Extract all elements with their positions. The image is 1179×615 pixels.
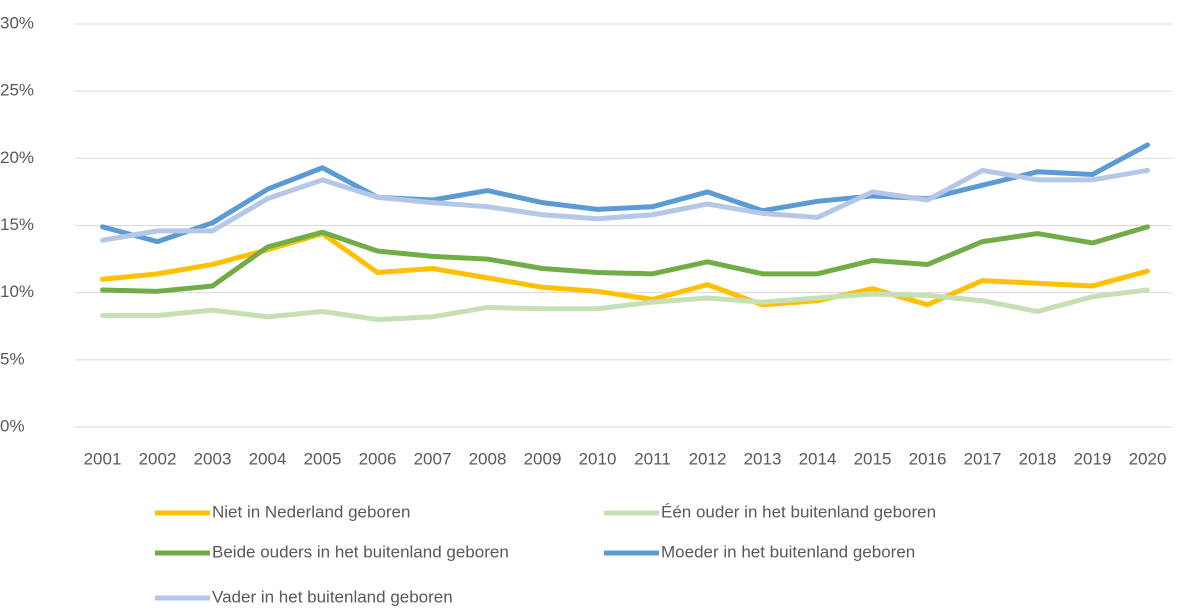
x-tick-label: 2006 [359, 449, 397, 468]
x-tick-label: 2014 [799, 449, 837, 468]
x-tick-label: 2001 [84, 449, 122, 468]
y-tick-label: 30% [0, 13, 34, 32]
legend-label: Moeder in het buitenland geboren [661, 542, 915, 561]
x-tick-label: 2016 [909, 449, 947, 468]
x-tick-label: 2017 [964, 449, 1002, 468]
x-tick-label: 2010 [579, 449, 617, 468]
x-tick-label: 2004 [249, 449, 287, 468]
x-tick-label: 2015 [854, 449, 892, 468]
x-tick-label: 2003 [194, 449, 232, 468]
y-tick-label: 20% [0, 148, 34, 167]
x-tick-label: 2019 [1074, 449, 1112, 468]
x-tick-label: 2008 [469, 449, 507, 468]
y-tick-label: 5% [0, 349, 25, 368]
x-tick-label: 2002 [139, 449, 177, 468]
x-tick-label: 2011 [634, 449, 671, 468]
legend-label: Vader in het buitenland geboren [212, 587, 453, 606]
y-tick-label: 15% [0, 215, 34, 234]
x-tick-label: 2012 [689, 449, 727, 468]
x-tick-label: 2009 [524, 449, 562, 468]
legend-label: Één ouder in het buitenland geboren [661, 502, 936, 521]
x-tick-label: 2005 [304, 449, 342, 468]
x-tick-label: 2020 [1129, 449, 1167, 468]
y-tick-label: 10% [0, 282, 34, 301]
series-line [100, 224, 1150, 294]
series-line [100, 287, 1150, 323]
x-tick-label: 2018 [1019, 449, 1057, 468]
series-line [100, 167, 1150, 243]
legend-label: Beide ouders in het buitenland geboren [212, 542, 509, 561]
series-line [100, 231, 1150, 308]
series-line [100, 142, 1150, 245]
y-tick-label: 25% [0, 81, 34, 100]
y-tick-label: 0% [0, 416, 25, 435]
x-tick-label: 2013 [744, 449, 782, 468]
x-tick-label: 2007 [414, 449, 452, 468]
legend-label: Niet in Nederland geboren [212, 502, 410, 521]
